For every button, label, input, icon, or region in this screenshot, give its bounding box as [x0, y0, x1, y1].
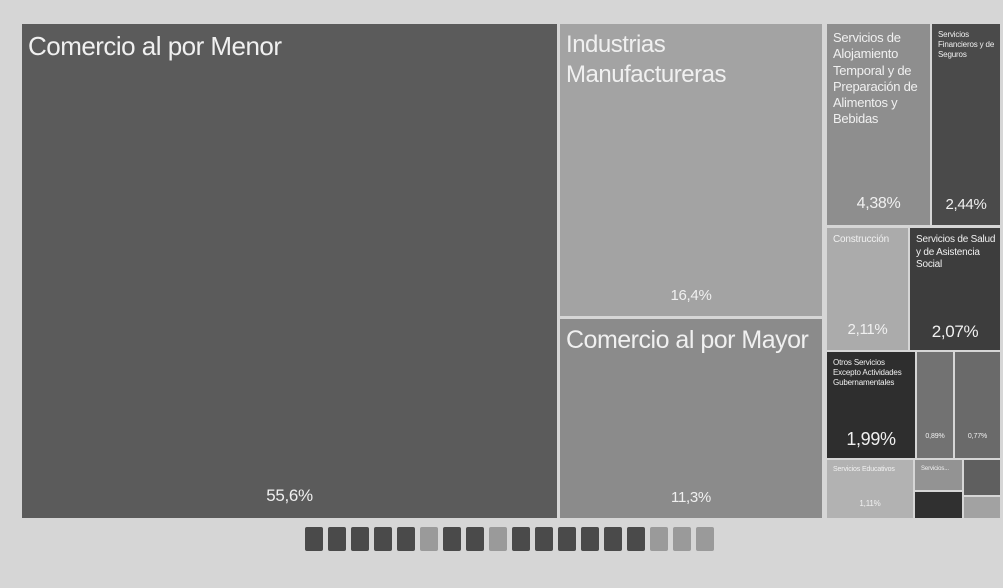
value-label: 16,4%: [560, 287, 822, 304]
icon[interactable]: [374, 527, 392, 551]
icon[interactable]: [397, 527, 415, 551]
tile: Servicios de Alojamiento Temporal y de P…: [827, 24, 930, 225]
value-label: 2,07%: [910, 322, 1000, 342]
icon[interactable]: [535, 527, 553, 551]
tile: Servicios Financieros y de Seguros 2,44%: [932, 24, 1000, 225]
treemap: Comercio al por Menor 55,6% Industrias Man…: [0, 0, 1003, 520]
tile: Servicios de Salud y de Asistencia Socia…: [910, 228, 1000, 350]
value-label: 2,44%: [932, 196, 1000, 213]
tile-label: Industrias Manufactureras: [566, 30, 818, 90]
icon[interactable]: [420, 527, 438, 551]
icon[interactable]: [466, 527, 484, 551]
icon[interactable]: [489, 527, 507, 551]
icon[interactable]: [351, 527, 369, 551]
icon[interactable]: [558, 527, 576, 551]
tile-label: Servicios de Salud y de Asistencia Socia…: [916, 234, 996, 272]
icon[interactable]: [328, 527, 346, 551]
tile: [964, 460, 1000, 495]
tile-label: Comercio al por Menor: [28, 30, 553, 63]
value-label: 55,6%: [22, 486, 557, 506]
tile-label: Servicios...: [921, 466, 958, 474]
icon[interactable]: [443, 527, 461, 551]
icon[interactable]: [581, 527, 599, 551]
value-label: 4,38%: [827, 195, 930, 213]
icon[interactable]: [604, 527, 622, 551]
tile-label: Comercio al por Mayor: [566, 325, 818, 356]
tile: Otros Servicios Excepto Actividades Gube…: [827, 352, 915, 458]
tile: Construcción 2,11%: [827, 228, 908, 350]
value-label: 1,11%: [827, 499, 913, 508]
tile-label: Otros Servicios Excepto Actividades Gube…: [833, 358, 911, 388]
tile-label: Servicios Educativos: [833, 466, 909, 475]
icon[interactable]: [650, 527, 668, 551]
tile: 0,77%: [955, 352, 1000, 458]
icon[interactable]: [627, 527, 645, 551]
tile: 0,89%: [917, 352, 953, 458]
tile-label: Construcción: [833, 234, 904, 247]
value-label: 0,89%: [917, 433, 953, 440]
tile: Servicios Educativos 1,11%: [827, 460, 913, 518]
value-label: 1,99%: [827, 429, 915, 450]
value-label: 2,11%: [827, 321, 908, 338]
tile: Comercio al por Menor 55,6%: [22, 24, 557, 518]
icon[interactable]: [673, 527, 691, 551]
icon-bar: [305, 527, 714, 551]
tile-label: Servicios de Alojamiento Temporal y de P…: [833, 30, 926, 128]
value-label: 11,3%: [560, 489, 822, 506]
icon[interactable]: [512, 527, 530, 551]
icon[interactable]: [305, 527, 323, 551]
tile: Industrias Manufactureras 16,4%: [560, 24, 822, 316]
tile-label: Servicios Financieros y de Seguros: [938, 30, 996, 60]
tile: Comercio al por Mayor 11,3%: [560, 319, 822, 518]
page: {"chart_data": {"type": "treemap", "cate…: [0, 0, 1003, 588]
tile: [964, 497, 1000, 518]
tile: Servicios...: [915, 460, 962, 490]
tile: [915, 492, 962, 518]
icon[interactable]: [696, 527, 714, 551]
value-label: 0,77%: [955, 433, 1000, 440]
